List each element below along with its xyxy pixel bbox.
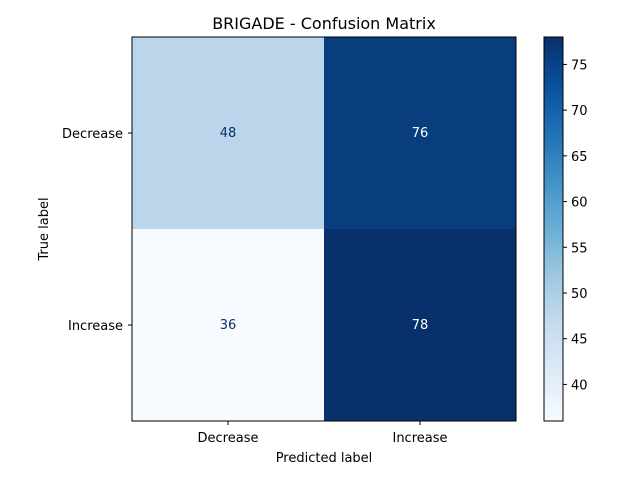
y-tick-label: Increase: [68, 319, 123, 334]
y-axis-ticks: Decrease Increase: [62, 127, 132, 334]
y-axis-label: True label: [37, 197, 52, 261]
plot-frame: [131, 36, 517, 422]
colorbar: [543, 36, 564, 422]
colorbar-tick-label: 45: [571, 333, 588, 348]
heatmap-cell: [324, 37, 516, 229]
colorbar-ticks: 40 45 50 55 60 65 70 75: [563, 58, 588, 393]
colorbar-tick-label: 65: [571, 150, 588, 165]
colorbar-tick-label: 50: [571, 287, 588, 302]
heatmap-cell: [132, 37, 324, 229]
x-tick-label: Decrease: [198, 431, 259, 446]
heatmap-cell: [324, 229, 516, 421]
heatmap-cell-labels: 48 76 36 78: [220, 126, 429, 333]
chart-title: BRIGADE - Confusion Matrix: [212, 14, 436, 33]
heatmap-cell: [132, 229, 324, 421]
colorbar-tick-label: 60: [571, 196, 588, 211]
colorbar-tick-label: 55: [571, 241, 588, 256]
cell-value-label: 48: [220, 126, 237, 141]
x-axis-ticks: Decrease Increase: [198, 421, 448, 446]
cell-value-label: 78: [412, 318, 429, 333]
cell-value-label: 36: [220, 318, 237, 333]
heatmap-cells: [132, 37, 516, 421]
x-tick-label: Increase: [392, 431, 447, 446]
cell-value-label: 76: [412, 126, 429, 141]
x-axis-label: Predicted label: [276, 451, 373, 466]
colorbar-tick-label: 70: [571, 104, 588, 119]
colorbar-tick-label: 40: [571, 378, 588, 393]
y-tick-label: Decrease: [62, 127, 123, 142]
colorbar-tick-label: 75: [571, 58, 588, 73]
